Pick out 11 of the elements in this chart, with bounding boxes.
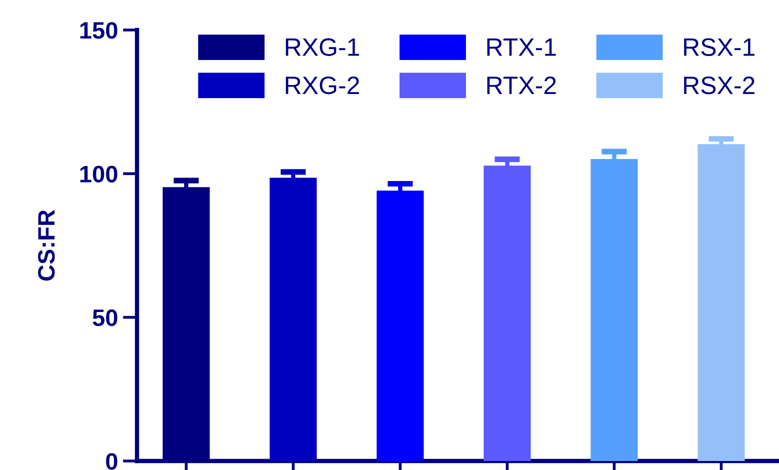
legend-label: RXG-1	[286, 38, 360, 56]
y-axis-title: CS:FR	[38, 210, 55, 281]
legend-label: RSX-1	[684, 38, 754, 56]
legend-label: RSX-2	[684, 76, 754, 94]
legend-label: RTX-2	[487, 76, 556, 94]
y-tick-label: 0	[106, 453, 118, 470]
y-tick-label: 150	[80, 22, 118, 39]
y-tick-label: 100	[80, 166, 118, 182]
y-tick-label: 50	[92, 309, 118, 326]
legend-label: RXG-2	[286, 76, 359, 94]
legend-label: RTX-1	[487, 38, 556, 56]
